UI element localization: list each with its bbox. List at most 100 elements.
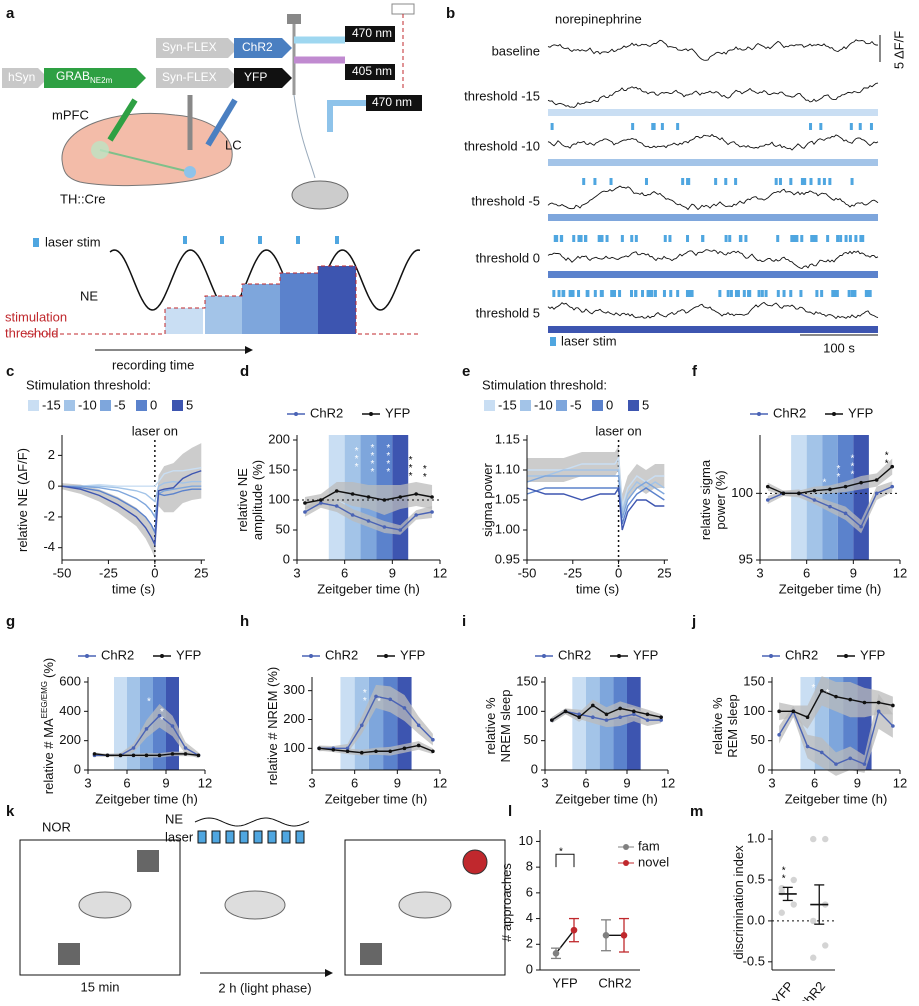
stim-mark — [676, 290, 680, 297]
laser-pulse — [295, 830, 305, 844]
error-band — [319, 684, 433, 753]
panel-k: k NOR 15 min NE laser 2 h (light phase) — [6, 803, 506, 995]
legend-swatch — [628, 400, 639, 411]
y-axis-label: relative # NREM (%) — [265, 667, 280, 785]
stim-mark — [577, 290, 581, 297]
point — [862, 700, 867, 705]
point — [859, 480, 863, 485]
point — [843, 484, 848, 489]
y-tick-label: 0.0 — [747, 912, 765, 927]
stim-mark — [609, 178, 613, 185]
point — [319, 501, 323, 505]
y-tick-label: 100 — [516, 703, 538, 718]
stim-mark — [600, 235, 604, 242]
y-axis-label-text: relative % — [710, 697, 725, 755]
point — [876, 709, 881, 714]
object — [360, 943, 382, 965]
y-tick-label: 0 — [531, 761, 538, 776]
stim-mark — [550, 123, 554, 130]
point — [577, 715, 581, 719]
stim-mark — [577, 235, 581, 242]
stim-mark — [800, 178, 804, 185]
cable — [293, 94, 316, 179]
y-tick-label: 0 — [283, 551, 290, 566]
legend-swatch — [28, 400, 39, 411]
significance: *** — [351, 446, 362, 470]
stim-mark — [734, 178, 738, 185]
trace-title: norepinephrine — [555, 11, 642, 26]
point — [805, 715, 810, 719]
point — [157, 753, 162, 758]
panel-label: l — [508, 803, 512, 820]
significance: * — [144, 697, 155, 705]
point — [105, 753, 110, 758]
subject-point — [810, 835, 817, 843]
mean-point — [620, 931, 628, 939]
ne-wave — [109, 249, 421, 311]
legend-swatch — [556, 400, 567, 411]
legend-marker — [832, 412, 836, 416]
stim-mark — [653, 290, 657, 297]
x-tick-label: YFP — [769, 978, 797, 1001]
y-axis-label-text: sigma power — [480, 462, 495, 536]
row-label: baseline — [492, 43, 540, 58]
y-tick-label: 0 — [48, 478, 55, 493]
legend-title: Stimulation threshold: — [26, 377, 151, 392]
stim-mark — [864, 290, 868, 297]
stim-mark — [605, 235, 609, 242]
y-tick-label: 400 — [59, 703, 81, 718]
point — [890, 464, 895, 469]
schematic — [194, 817, 310, 844]
mean-point — [602, 931, 610, 939]
panel-label: a — [6, 5, 15, 22]
laser-pulse — [253, 830, 263, 844]
stim-mark — [724, 235, 728, 242]
region-label: LC — [225, 137, 242, 152]
arrow-box — [44, 68, 146, 88]
point — [797, 491, 801, 496]
x-tick-label: -25 — [99, 565, 118, 580]
rig — [287, 14, 301, 24]
device — [391, 3, 415, 15]
x-axis-label: Zeitgeber time (h) — [779, 581, 882, 596]
point — [891, 703, 895, 708]
point — [604, 712, 609, 717]
stim-mark — [847, 290, 851, 297]
stim-mark — [764, 290, 768, 297]
point — [591, 715, 595, 719]
arrow-box — [234, 68, 292, 88]
significance: * — [808, 683, 819, 691]
point — [632, 709, 636, 714]
stim-mark — [736, 290, 740, 297]
trace-label: laser — [165, 829, 194, 844]
y-tick-label: 6 — [526, 884, 533, 899]
point — [848, 756, 853, 761]
row-label: threshold -5 — [471, 193, 540, 208]
stim-mark — [853, 290, 857, 297]
point — [303, 510, 307, 514]
traces: baseline threshold -15 threshold -10 thresh… — [464, 39, 879, 333]
point — [659, 718, 663, 722]
stim-mark — [799, 290, 803, 297]
panel-label: h — [240, 613, 249, 630]
point — [777, 733, 781, 737]
point — [828, 504, 832, 509]
y-tick-label: 100 — [283, 740, 305, 755]
pair-line — [555, 929, 575, 954]
point — [144, 753, 149, 758]
point — [359, 750, 364, 755]
x-tick-label: 6 — [811, 775, 818, 790]
stim-mark — [778, 178, 782, 185]
point — [366, 519, 371, 523]
x-axis-label: Zeitgeber time (h) — [95, 791, 198, 806]
x-tick-label: 9 — [850, 565, 857, 580]
stim-mark — [812, 235, 816, 242]
significance: * — [374, 696, 385, 704]
point — [791, 709, 796, 714]
row-label: threshold -15 — [464, 88, 540, 103]
stim-mark — [572, 235, 576, 242]
series-line — [62, 480, 202, 503]
point — [645, 718, 650, 722]
syringe — [205, 98, 238, 147]
series-line — [61, 470, 202, 548]
